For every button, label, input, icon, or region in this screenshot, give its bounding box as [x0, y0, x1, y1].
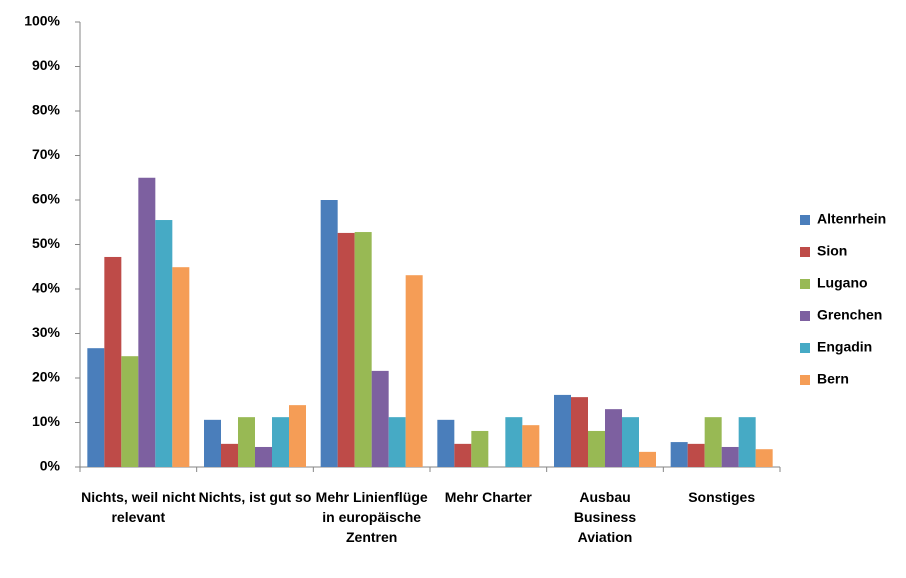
- bar: [320, 200, 338, 467]
- bar: [755, 449, 773, 467]
- legend-label: Grenchen: [817, 307, 882, 323]
- bar: [721, 446, 739, 467]
- bar: [639, 451, 656, 467]
- bar: [670, 442, 688, 467]
- bar: [155, 220, 173, 467]
- bar: [454, 443, 472, 467]
- bar: [554, 394, 571, 467]
- bar: [337, 232, 355, 467]
- bar: [138, 177, 156, 467]
- x-tick-label: Mehr Linienflüge in europäische Zentren: [315, 489, 428, 545]
- bar: [221, 443, 238, 467]
- legend-swatch: [800, 311, 810, 321]
- bar: [104, 256, 122, 467]
- y-tick-label: 0%: [40, 458, 61, 474]
- bar: [204, 419, 221, 467]
- bar: [687, 443, 705, 467]
- x-tick-label: Nichts, weil nicht relevant: [81, 489, 196, 525]
- legend-swatch: [800, 375, 810, 385]
- bar: [588, 430, 605, 467]
- x-tick-label: Nichts, ist gut so: [198, 489, 312, 505]
- bar: [388, 417, 406, 467]
- y-tick-label: 30%: [32, 324, 61, 340]
- bar: [571, 397, 588, 467]
- y-tick-label: 50%: [32, 235, 61, 251]
- bar: [704, 417, 722, 467]
- bar: [87, 348, 105, 467]
- y-tick-label: 100%: [24, 13, 60, 29]
- y-tick-label: 80%: [32, 102, 61, 118]
- legend-label: Sion: [817, 243, 847, 259]
- y-tick-label: 60%: [32, 191, 61, 207]
- legend-label: Bern: [817, 371, 849, 387]
- bar: [505, 417, 523, 467]
- bar: [354, 232, 372, 467]
- bar: [405, 275, 423, 467]
- x-tick-label: Ausbau Business Aviation: [573, 489, 637, 545]
- bar: [289, 405, 306, 467]
- bar: [255, 446, 272, 467]
- x-tick-label: Sonstiges: [688, 489, 756, 505]
- legend-label: Lugano: [817, 275, 868, 291]
- bar: [437, 419, 455, 467]
- y-tick-label: 10%: [32, 413, 61, 429]
- legend-swatch: [800, 343, 810, 353]
- bar: [172, 267, 190, 467]
- legend-label: Engadin: [817, 339, 872, 355]
- bar: [371, 370, 389, 467]
- bar: [605, 409, 622, 467]
- bar: [121, 356, 139, 467]
- y-tick-label: 20%: [32, 369, 61, 385]
- legend-swatch: [800, 247, 810, 257]
- legend-swatch: [800, 215, 810, 225]
- legend-swatch: [800, 279, 810, 289]
- bar: [471, 430, 489, 467]
- bar: [738, 417, 756, 467]
- y-tick-label: 90%: [32, 57, 61, 73]
- bar: [622, 417, 639, 467]
- x-tick-label: Mehr Charter: [444, 489, 532, 505]
- bar: [238, 417, 255, 467]
- bar: [272, 417, 289, 467]
- bar: [522, 425, 540, 467]
- y-tick-label: 40%: [32, 280, 61, 296]
- legend-label: Altenrhein: [817, 211, 886, 227]
- y-tick-label: 70%: [32, 146, 61, 162]
